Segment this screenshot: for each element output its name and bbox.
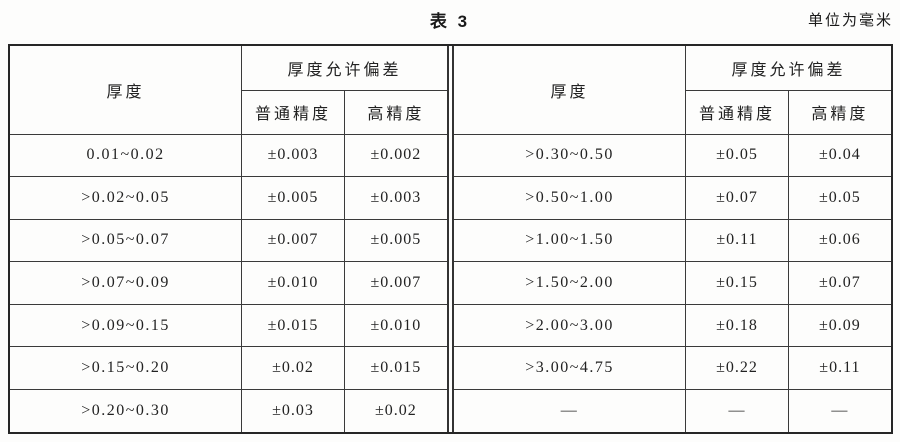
table-row: >0.15~0.20 ±0.02 ±0.015 bbox=[10, 346, 447, 390]
left-table: 厚度 厚度允许偏差 普通精度 高精度 0.01~0.02 ±0.003 ±0.0… bbox=[10, 46, 447, 432]
thickness-range-cell: >1.00~1.50 bbox=[454, 218, 687, 263]
table-row: >1.00~1.50 ±0.11 ±0.06 bbox=[454, 218, 891, 263]
ordinary-tolerance-cell: ±0.015 bbox=[241, 303, 345, 348]
ordinary-tolerance-cell: ±0.15 bbox=[685, 261, 789, 305]
table-row: >0.20~0.30 ±0.03 ±0.02 bbox=[10, 388, 447, 432]
ordinary-tolerance-cell: ±0.007 bbox=[241, 218, 345, 263]
high-tolerance-cell: ±0.05 bbox=[787, 176, 891, 220]
table-row: >3.00~4.75 ±0.22 ±0.11 bbox=[454, 346, 891, 390]
table-row: 0.01~0.02 ±0.003 ±0.002 bbox=[10, 133, 447, 178]
thickness-range-cell: — bbox=[454, 388, 687, 432]
thickness-range-cell: >0.02~0.05 bbox=[10, 176, 243, 220]
high-tolerance-cell: ±0.007 bbox=[343, 261, 447, 305]
thickness-range-cell: >0.09~0.15 bbox=[10, 303, 243, 348]
high-tolerance-cell: ±0.04 bbox=[787, 133, 891, 178]
thickness-range-cell: >0.50~1.00 bbox=[454, 176, 687, 220]
high-tolerance-cell: ±0.002 bbox=[343, 133, 447, 178]
header-row-top: 厚度 厚度允许偏差 bbox=[10, 46, 447, 135]
ordinary-tolerance-cell: ±0.22 bbox=[685, 346, 789, 390]
high-tolerance-cell: ±0.06 bbox=[787, 218, 891, 263]
ordinary-tolerance-cell: ±0.11 bbox=[685, 218, 789, 263]
header-row-top: 厚度 厚度允许偏差 bbox=[454, 46, 891, 135]
thickness-range-cell: >1.50~2.00 bbox=[454, 261, 687, 305]
right-table: 厚度 厚度允许偏差 普通精度 高精度 >0.30~0.50 ±0.05 ±0.0… bbox=[454, 46, 891, 432]
thickness-range-cell: >0.20~0.30 bbox=[10, 388, 243, 432]
header-row-sub: 普通精度 高精度 bbox=[454, 90, 891, 135]
high-tolerance-cell: ±0.010 bbox=[343, 303, 447, 348]
ordinary-tolerance-cell: — bbox=[685, 388, 789, 432]
thickness-range-cell: >0.30~0.50 bbox=[454, 133, 687, 178]
ordinary-tolerance-cell: ±0.003 bbox=[241, 133, 345, 178]
col-header-high-precision: 高精度 bbox=[343, 90, 447, 135]
ordinary-tolerance-cell: ±0.05 bbox=[685, 133, 789, 178]
high-tolerance-cell: ±0.003 bbox=[343, 176, 447, 220]
thickness-range-cell: >0.15~0.20 bbox=[10, 346, 243, 390]
ordinary-tolerance-cell: ±0.02 bbox=[241, 346, 345, 390]
thickness-range-cell: >0.05~0.07 bbox=[10, 218, 243, 263]
ordinary-tolerance-cell: ±0.010 bbox=[241, 261, 345, 305]
col-header-tolerance-group: 厚度允许偏差 bbox=[241, 46, 447, 92]
high-tolerance-cell: ±0.015 bbox=[343, 346, 447, 390]
col-header-tolerance-group: 厚度允许偏差 bbox=[685, 46, 891, 92]
tolerance-table-left-half: 厚度 厚度允许偏差 普通精度 高精度 0.01~0.02 ±0.003 ±0.0… bbox=[10, 46, 449, 432]
col-header-ordinary-precision: 普通精度 bbox=[241, 90, 345, 135]
table-row: >0.02~0.05 ±0.005 ±0.003 bbox=[10, 176, 447, 220]
table-row: >2.00~3.00 ±0.18 ±0.09 bbox=[454, 303, 891, 348]
tolerance-table: 厚度 厚度允许偏差 普通精度 高精度 0.01~0.02 ±0.003 ±0.0… bbox=[8, 44, 893, 434]
table-row: >1.50~2.00 ±0.15 ±0.07 bbox=[454, 261, 891, 305]
ordinary-tolerance-cell: ±0.07 bbox=[685, 176, 789, 220]
table-row: >0.05~0.07 ±0.007 ±0.005 bbox=[10, 218, 447, 263]
table-caption: 表 3 bbox=[429, 12, 471, 31]
col-header-thickness: 厚度 bbox=[454, 46, 687, 135]
col-header-ordinary-precision: 普通精度 bbox=[685, 90, 789, 135]
thickness-range-cell: 0.01~0.02 bbox=[10, 133, 243, 178]
ordinary-tolerance-cell: ±0.005 bbox=[241, 176, 345, 220]
thickness-range-cell: >3.00~4.75 bbox=[454, 346, 687, 390]
unit-note: 单位为毫米 bbox=[807, 13, 893, 29]
col-header-thickness: 厚度 bbox=[10, 46, 243, 135]
table-row: >0.07~0.09 ±0.010 ±0.007 bbox=[10, 261, 447, 305]
ordinary-tolerance-cell: ±0.03 bbox=[241, 388, 345, 432]
tolerance-table-right-half: 厚度 厚度允许偏差 普通精度 高精度 >0.30~0.50 ±0.05 ±0.0… bbox=[452, 46, 891, 432]
table-row: — — — bbox=[454, 388, 891, 432]
high-tolerance-cell: ±0.005 bbox=[343, 218, 447, 263]
high-tolerance-cell: — bbox=[787, 388, 891, 432]
thickness-range-cell: >0.07~0.09 bbox=[10, 261, 243, 305]
table-row: >0.50~1.00 ±0.07 ±0.05 bbox=[454, 176, 891, 220]
double-rule-gap bbox=[449, 46, 452, 432]
col-header-high-precision: 高精度 bbox=[787, 90, 891, 135]
high-tolerance-cell: ±0.09 bbox=[787, 303, 891, 348]
high-tolerance-cell: ±0.02 bbox=[343, 388, 447, 432]
table-row: >0.30~0.50 ±0.05 ±0.04 bbox=[454, 133, 891, 178]
table-row: >0.09~0.15 ±0.015 ±0.010 bbox=[10, 303, 447, 348]
header-row-sub: 普通精度 高精度 bbox=[10, 90, 447, 135]
thickness-range-cell: >2.00~3.00 bbox=[454, 303, 687, 348]
high-tolerance-cell: ±0.07 bbox=[787, 261, 891, 305]
ordinary-tolerance-cell: ±0.18 bbox=[685, 303, 789, 348]
high-tolerance-cell: ±0.11 bbox=[787, 346, 891, 390]
